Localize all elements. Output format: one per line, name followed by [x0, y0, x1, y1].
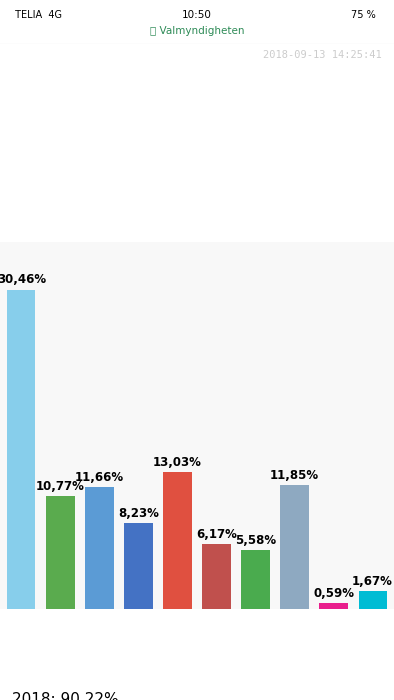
Text: 6,17%: 6,17%: [196, 528, 237, 541]
Bar: [46, 496, 74, 609]
Text: KD: KD: [128, 622, 149, 634]
Bar: [242, 550, 269, 609]
Text: V: V: [211, 622, 222, 634]
Bar: [7, 290, 35, 609]
Bar: [359, 592, 387, 609]
Bar: [164, 473, 191, 609]
Text: S: S: [173, 622, 182, 634]
Text: 11,85%: 11,85%: [270, 468, 319, 482]
Bar: [125, 523, 152, 609]
Text: 🔒 Valmyndigheten: 🔒 Valmyndigheten: [150, 26, 244, 36]
Text: 2018: 90,22%: 2018: 90,22%: [12, 692, 119, 700]
Text: 11,66%: 11,66%: [75, 470, 124, 484]
Bar: [203, 545, 230, 609]
Text: SD: SD: [284, 622, 305, 634]
Bar: [281, 484, 309, 609]
Bar: [85, 486, 113, 609]
Text: TELIA  4G: TELIA 4G: [12, 10, 62, 20]
Text: ÖVR: ÖVR: [357, 622, 388, 634]
Text: MP: MP: [244, 622, 267, 634]
Text: 0,59%: 0,59%: [313, 587, 354, 600]
Text: 2018-09-13 14:25:41: 2018-09-13 14:25:41: [264, 50, 382, 60]
Text: 30,46%: 30,46%: [0, 274, 46, 286]
Text: Val till riksdagen -
Röster - valdistrikt
Västra Göteborg,
Påvelund: Val till riksdagen - Röster - valdistrik…: [16, 71, 237, 163]
Text: 10,77%: 10,77%: [36, 480, 85, 493]
Text: 1,67%: 1,67%: [352, 575, 393, 588]
Text: C: C: [56, 622, 65, 634]
Text: M: M: [15, 622, 28, 634]
Text: 75 %: 75 %: [351, 10, 382, 20]
Text: 13,03%: 13,03%: [153, 456, 202, 469]
Text: 5,58%: 5,58%: [235, 534, 276, 547]
Text: L: L: [95, 622, 104, 634]
Text: 8,23%: 8,23%: [118, 507, 159, 519]
Text: Valdeltagande: Valdeltagande: [12, 664, 135, 678]
Text: FI: FI: [327, 622, 340, 634]
Bar: [320, 603, 348, 609]
Text: 10:50: 10:50: [182, 10, 212, 20]
